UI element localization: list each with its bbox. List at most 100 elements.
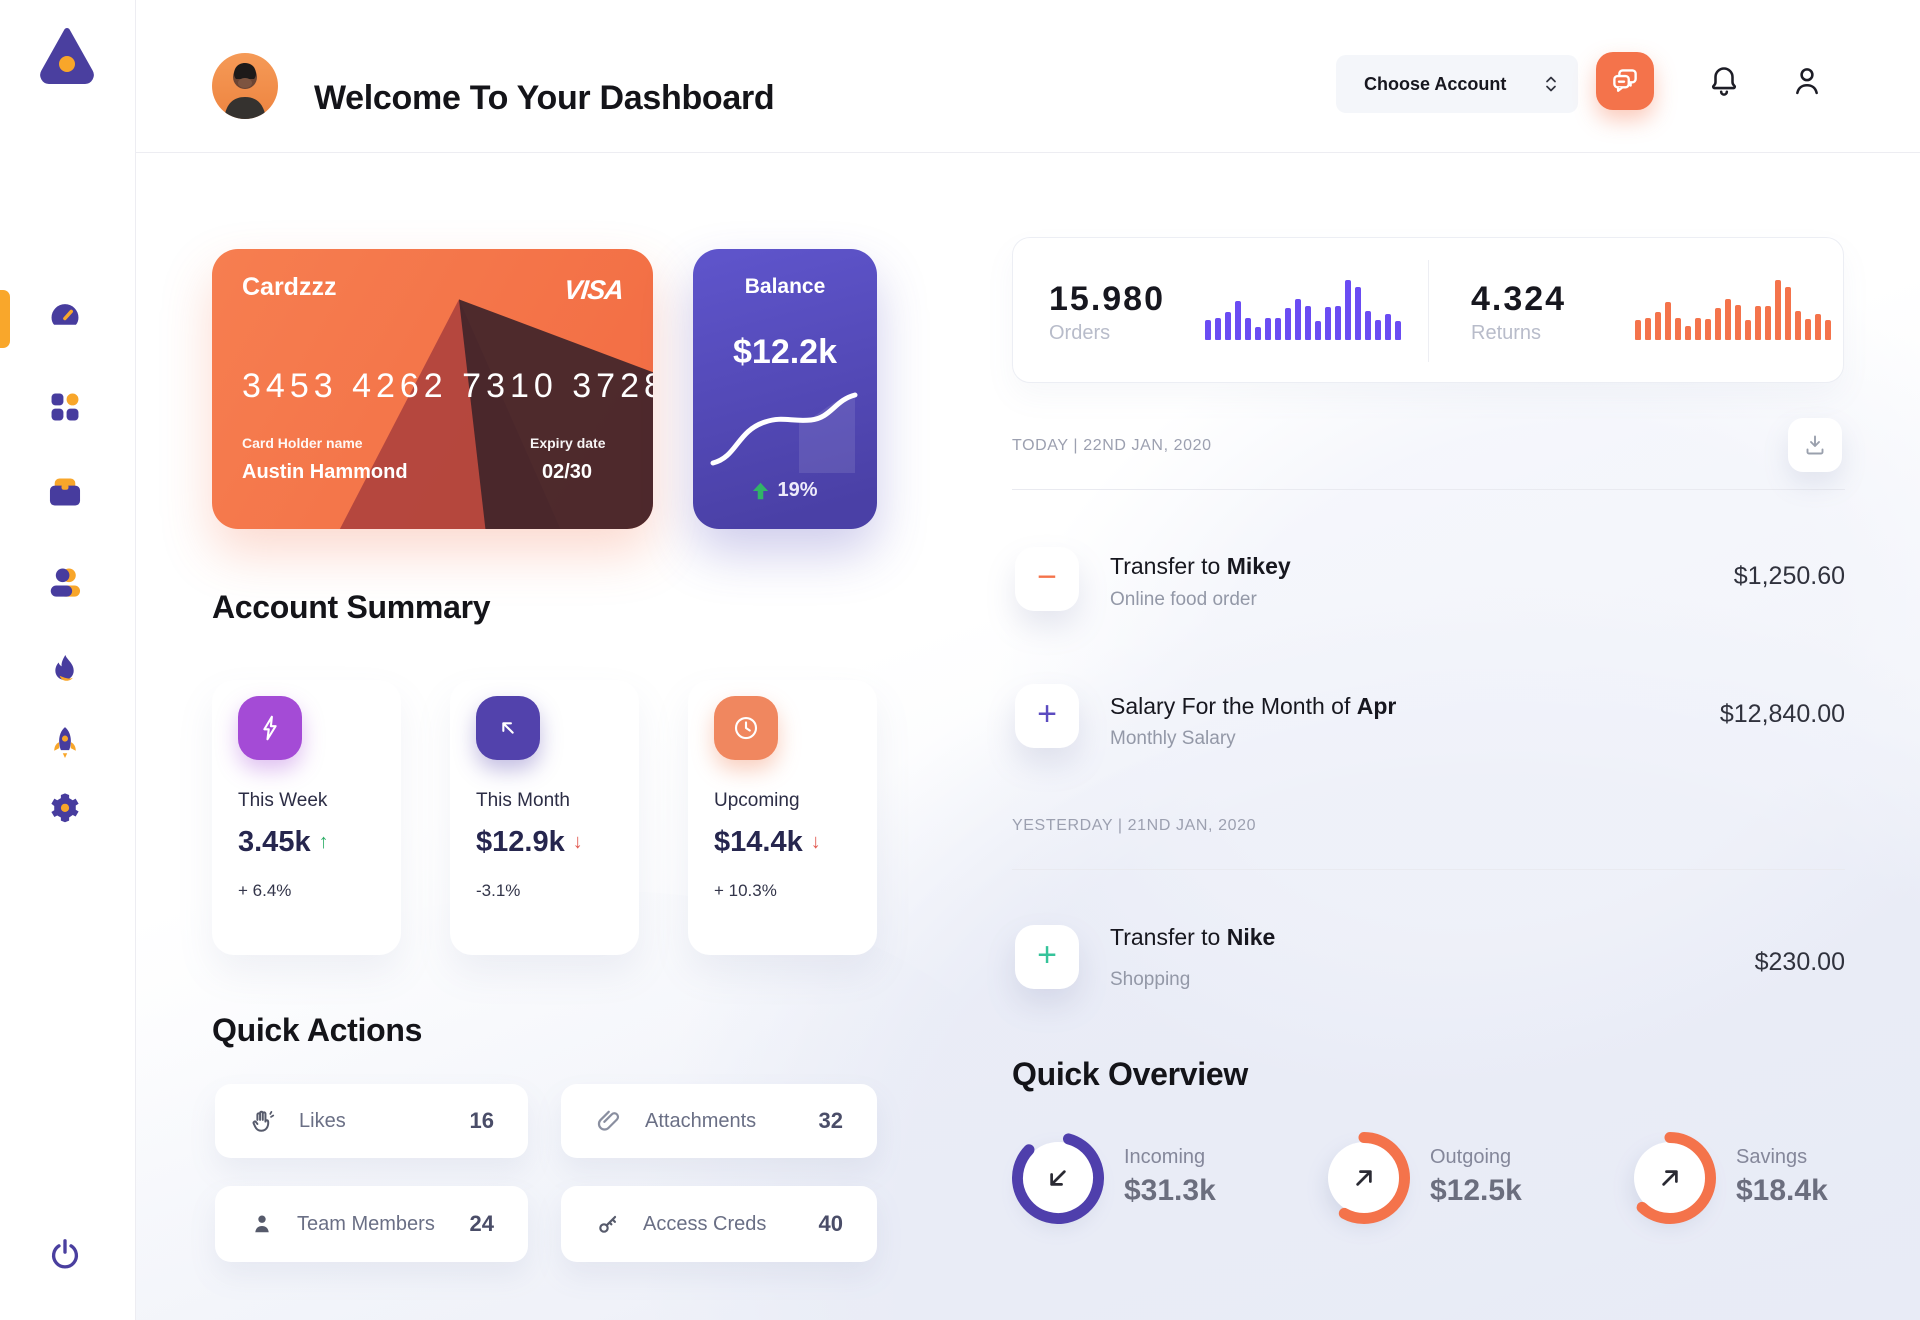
summary-label: Upcoming <box>714 790 800 811</box>
arrow-up-right-icon <box>1662 1170 1678 1186</box>
summary-value-text: 3.45k <box>238 826 311 858</box>
sidebar-item-trending[interactable] <box>46 651 84 689</box>
outgoing-value: $12.5k <box>1430 1174 1522 1207</box>
summary-card-this-month[interactable]: This Month $12.9k ↓ -3.1% <box>450 680 639 955</box>
sparkline-bar <box>1825 320 1831 340</box>
quick-action-count: 24 <box>469 1211 494 1236</box>
download-button[interactable] <box>1788 418 1842 472</box>
sparkline-bar <box>1795 311 1801 340</box>
plus-icon: + <box>1037 936 1057 974</box>
balance-trend-chart <box>710 392 858 473</box>
balance-value: $12.2k <box>733 333 837 371</box>
summary-card-upcoming[interactable]: Upcoming $14.4k ↓ + 10.3% <box>688 680 877 955</box>
quick-action-likes[interactable]: Likes 16 <box>215 1084 528 1158</box>
sparkline-bar <box>1395 321 1401 340</box>
transaction-title[interactable]: Salary For the Month of Apr <box>1110 693 1396 720</box>
transactions-divider <box>1012 869 1845 870</box>
orders-returns-panel: 15.980 Orders 4.324 Returns <box>1012 237 1844 383</box>
gear-icon <box>51 793 79 823</box>
ring-inner-circle <box>1022 1142 1094 1214</box>
page-title: Welcome To Your Dashboard <box>314 79 775 117</box>
paperclip-icon <box>597 1110 620 1131</box>
sparkline-bar <box>1355 287 1361 340</box>
up-arrow-icon <box>753 482 769 499</box>
user-avatar[interactable] <box>212 53 278 119</box>
sparkline-bar <box>1225 312 1231 340</box>
credit-card[interactable]: Cardzzz VISA 3453 4262 7310 3728 Card Ho… <box>212 249 653 529</box>
sparkline-bar <box>1265 318 1271 340</box>
sidebar-item-dashboard[interactable] <box>46 297 84 335</box>
orders-value: 15.980 <box>1049 280 1165 318</box>
quick-action-team-members[interactable]: Team Members 24 <box>215 1186 528 1262</box>
quick-action-access-creds[interactable]: Access Creds 40 <box>561 1186 877 1262</box>
notifications-button[interactable] <box>1701 58 1747 104</box>
account-summary-heading: Account Summary <box>212 589 491 625</box>
trend-down-arrow-icon: ↓ <box>572 831 583 853</box>
quick-action-count: 40 <box>818 1211 843 1236</box>
sparkline-bar <box>1725 299 1731 340</box>
avatar-portrait <box>224 63 266 119</box>
messages-button[interactable] <box>1596 52 1654 110</box>
key-icon <box>599 1215 617 1233</box>
quick-action-attachments[interactable]: Attachments 32 <box>561 1084 877 1158</box>
card-expiry-label: Expiry date <box>530 435 606 451</box>
transaction-subtitle: Monthly Salary <box>1110 728 1236 749</box>
balance-card[interactable]: Balance $12.2k 19% <box>693 249 877 529</box>
sparkline-bar <box>1385 314 1391 340</box>
card-holder-label: Card Holder name <box>242 435 363 451</box>
sparkline-bar <box>1245 318 1251 340</box>
sparkline-bar <box>1345 280 1351 340</box>
summary-value: $12.9k ↓ <box>476 826 613 859</box>
sparkline-bar <box>1665 302 1671 340</box>
quick-action-count: 16 <box>469 1108 494 1133</box>
sparkline-bar <box>1235 301 1241 340</box>
flame-icon <box>55 654 74 681</box>
summary-card-this-week[interactable]: This Week 3.45k ↑ + 6.4% <box>212 680 401 955</box>
orders-sparkline <box>1205 278 1401 340</box>
app-logo[interactable] <box>38 26 96 84</box>
sparkline-bar <box>1735 305 1741 340</box>
outgoing-label: Outgoing <box>1430 1146 1512 1168</box>
profile-button[interactable] <box>1784 58 1830 104</box>
returns-label: Returns <box>1471 322 1542 344</box>
sparkline-bar <box>1295 299 1301 340</box>
quick-action-label: Access Creds <box>643 1212 767 1235</box>
sparkline-bar <box>1635 320 1641 340</box>
trend-down-arrow-icon: ↓ <box>810 831 821 853</box>
sparkline-bar <box>1755 306 1761 340</box>
transaction-title-prefix: Transfer to <box>1110 553 1227 579</box>
balance-change-value: 19% <box>777 479 818 501</box>
choose-account-dropdown[interactable]: Choose Account <box>1336 55 1578 113</box>
sidebar-item-boost[interactable] <box>46 724 84 762</box>
sparkline-bar <box>1315 321 1321 340</box>
sparkline-bar <box>1685 326 1691 340</box>
transactions-date-today: TODAY | 22ND JAN, 2020 <box>1012 437 1212 454</box>
transaction-title[interactable]: Transfer to Mikey <box>1110 553 1291 580</box>
quick-actions-heading: Quick Actions <box>212 1012 423 1048</box>
sidebar-item-work[interactable] <box>46 473 84 511</box>
sparkline-bar <box>1205 320 1211 340</box>
progress-ring-arc <box>1012 1132 1104 1224</box>
sidebar-item-settings[interactable] <box>46 789 84 827</box>
clap-icon <box>252 1110 275 1132</box>
transaction-title-bold: Nike <box>1226 924 1276 950</box>
chat-bubbles-icon <box>1613 69 1637 92</box>
chevron-up-down-icon <box>1546 76 1556 92</box>
download-icon <box>1806 435 1824 455</box>
savings-ring <box>1624 1132 1716 1224</box>
transaction-sign-tile: + <box>1015 684 1079 748</box>
arrow-up-right-icon <box>1356 1170 1372 1186</box>
sparkline-bar <box>1785 287 1791 340</box>
incoming-value: $31.3k <box>1124 1174 1216 1207</box>
transaction-title[interactable]: Transfer to Nike <box>1110 924 1275 951</box>
transaction-title-prefix: Salary For the Month of <box>1110 693 1357 719</box>
bell-icon <box>1711 67 1737 96</box>
balance-label: Balance <box>744 275 826 298</box>
balance-change: 19% <box>693 479 877 502</box>
sparkline-bar <box>1325 307 1331 340</box>
sidebar-item-apps[interactable] <box>46 388 84 426</box>
sidebar-item-contacts[interactable] <box>46 563 84 601</box>
returns-value: 4.324 <box>1471 280 1567 318</box>
sidebar-item-logout[interactable] <box>46 1236 84 1274</box>
